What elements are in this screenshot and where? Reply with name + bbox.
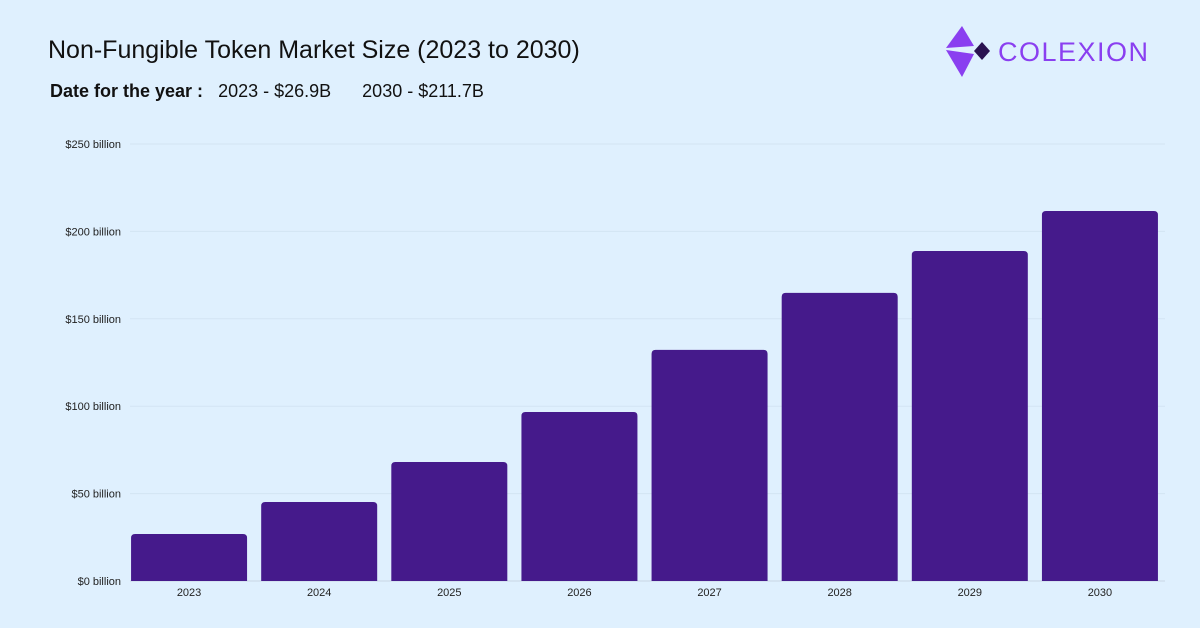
x-tick-label: 2030 [1088, 587, 1112, 599]
bar-2029 [911, 250, 1028, 581]
x-tick-label: 2023 [177, 587, 201, 599]
chart-subtitle: Date for the year : 2023 - $26.9B 2030 -… [50, 81, 510, 102]
bar-2023 [131, 533, 248, 581]
bar-2028 [781, 292, 898, 581]
logo-text: COLEXION [998, 36, 1150, 67]
subtitle-value-2030: 2030 - $211.7B [362, 81, 484, 101]
chart-title: Non-Fungible Token Market Size (2023 to … [48, 36, 580, 64]
x-tick-label: 2026 [567, 587, 591, 599]
subtitle-value-2023: 2023 - $26.9B [218, 81, 332, 101]
y-tick-label: $150 billion [65, 314, 121, 326]
x-tick-label: 2024 [307, 587, 331, 599]
y-tick-label: $50 billion [71, 489, 121, 501]
bar-2027 [651, 349, 768, 581]
colexion-logo: COLEXION [944, 26, 1150, 78]
y-tick-label: $0 billion [78, 576, 121, 588]
x-tick-label: 2027 [697, 587, 721, 599]
bar-2024 [261, 501, 378, 581]
bar-2026 [521, 411, 638, 581]
subtitle-label: Date for the year : [50, 81, 204, 101]
x-tick-label: 2028 [827, 587, 851, 599]
x-tick-label: 2029 [958, 587, 982, 599]
colexion-logo-icon [946, 26, 990, 77]
x-tick-label: 2025 [437, 587, 461, 599]
y-tick-label: $250 billion [65, 139, 121, 151]
bar-2030 [1041, 210, 1158, 581]
y-tick-label: $100 billion [65, 401, 121, 413]
y-tick-label: $200 billion [65, 226, 121, 238]
bar-2025 [391, 461, 508, 581]
